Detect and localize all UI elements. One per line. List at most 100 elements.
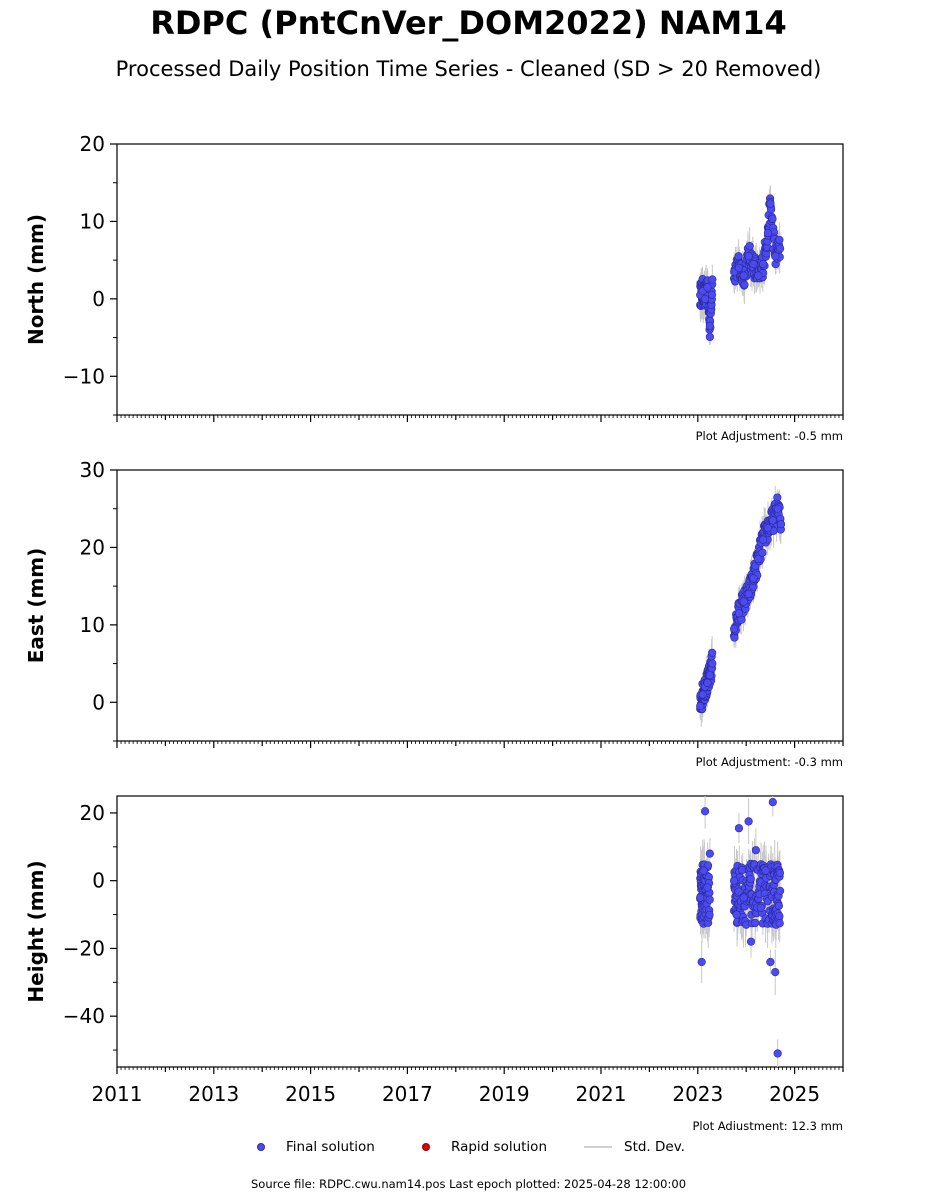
x-tick-label: 2013	[188, 1082, 239, 1106]
data-point	[703, 883, 712, 892]
data-point	[759, 259, 768, 269]
plot-adjustment-label: Plot Adjustment: -0.3 mm	[696, 755, 843, 769]
data-point	[773, 1049, 782, 1058]
plot-adjustment-label: Plot Adjustment: 12.3 mm	[692, 1119, 843, 1130]
data-point	[739, 597, 748, 606]
data-point	[746, 937, 756, 946]
y-tick-label: −40	[63, 1004, 105, 1028]
data-point	[775, 919, 784, 928]
data-point	[708, 275, 717, 284]
chart-subtitle: Processed Daily Position Time Series - C…	[115, 57, 822, 81]
data-point	[705, 895, 714, 904]
data-point	[773, 504, 782, 513]
y-tick-label: 10	[80, 209, 105, 233]
legend-final: Final solution	[240, 1137, 375, 1157]
x-tick-label: 2019	[479, 1082, 530, 1106]
x-tick-label: 2023	[672, 1082, 723, 1106]
data-point	[734, 887, 743, 896]
y-tick-label: 0	[92, 869, 105, 893]
data-point	[775, 235, 784, 245]
data-point	[751, 846, 760, 855]
data-point	[698, 690, 707, 699]
x-tick-label: 2025	[769, 1082, 820, 1106]
data-point	[768, 516, 777, 525]
x-tick-label: 2017	[382, 1082, 433, 1106]
data-point	[729, 876, 739, 885]
data-point	[739, 893, 748, 902]
data-point	[705, 910, 714, 919]
data-point	[696, 702, 705, 711]
data-point	[745, 241, 754, 251]
data-point	[734, 609, 744, 618]
data-point	[708, 648, 717, 657]
data-point	[758, 548, 767, 557]
data-point	[744, 589, 753, 598]
data-point	[707, 290, 717, 299]
data-point	[763, 228, 773, 238]
data-point	[775, 868, 785, 878]
data-point	[761, 866, 770, 875]
source-footer: Source file: RDPC.cwu.nam14.pos Last epo…	[250, 1177, 687, 1191]
data-point	[703, 283, 712, 292]
data-point	[759, 535, 768, 544]
data-point	[729, 624, 739, 633]
data-point	[705, 849, 715, 858]
y-tick-label: 30	[80, 458, 105, 482]
y-tick-label: 0	[92, 287, 105, 311]
legend: Final solution Rapid solution Std. Dev.	[0, 1137, 937, 1157]
data-point	[776, 520, 786, 529]
std-dev-line-icon	[580, 1137, 620, 1157]
data-point	[775, 912, 784, 921]
data-point	[768, 214, 777, 223]
y-tick-label: −20	[63, 936, 105, 960]
y-tick-label: 20	[80, 801, 105, 825]
data-point	[705, 321, 715, 331]
legend-rapid-label: Rapid solution	[451, 1139, 547, 1155]
y-tick-label: 0	[92, 690, 105, 714]
plot-frame	[116, 469, 844, 742]
y-tick-label: 20	[80, 535, 105, 559]
y-tick-label: −10	[63, 364, 105, 388]
y-tick-label: 20	[80, 132, 105, 156]
legend-final-label: Final solution	[286, 1139, 375, 1155]
data-point	[699, 866, 708, 875]
plot-adjustment-label: Plot Adjustment: -0.5 mm	[696, 429, 843, 443]
final-marker-icon	[240, 1137, 280, 1157]
y-axis-label: North (mm)	[24, 214, 48, 345]
data-point	[734, 263, 744, 272]
data-point	[756, 903, 765, 912]
data-point	[763, 523, 773, 533]
data-point	[700, 294, 710, 303]
legend-sd-label: Std. Dev.	[624, 1139, 685, 1155]
data-point	[746, 874, 755, 884]
data-point	[734, 824, 744, 833]
data-point	[732, 910, 741, 919]
time-series-chart: −10 0 10 20 North (mm) Plot Adjustment: -0.5 …	[24, 132, 844, 1130]
data-point	[751, 918, 760, 928]
data-point	[775, 886, 785, 895]
data-point	[697, 957, 706, 967]
y-axis-label: Height (mm)	[24, 860, 48, 1002]
data-point	[744, 252, 753, 261]
chart-title: RDPC (PntCnVer_DOM2022) NAM14	[150, 4, 787, 42]
data-point	[754, 271, 763, 280]
legend-rapid: Rapid solution	[405, 1137, 547, 1157]
data-point	[696, 893, 705, 902]
data-point	[773, 493, 782, 502]
data-point	[705, 332, 715, 342]
data-point	[744, 817, 753, 826]
data-point	[771, 968, 780, 977]
data-point	[774, 901, 783, 910]
data-point	[754, 554, 763, 564]
x-tick-label: 2021	[576, 1082, 627, 1106]
data-point	[700, 807, 710, 816]
y-axis-label: East (mm)	[24, 548, 48, 664]
data-point	[705, 671, 715, 680]
data-point	[775, 244, 785, 253]
y-tick-label: 10	[80, 613, 105, 637]
data-point	[708, 659, 717, 668]
data-point	[703, 678, 712, 688]
data-point	[749, 259, 758, 269]
x-tick-label: 2015	[285, 1082, 336, 1106]
x-tick-label: 2011	[92, 1082, 143, 1106]
